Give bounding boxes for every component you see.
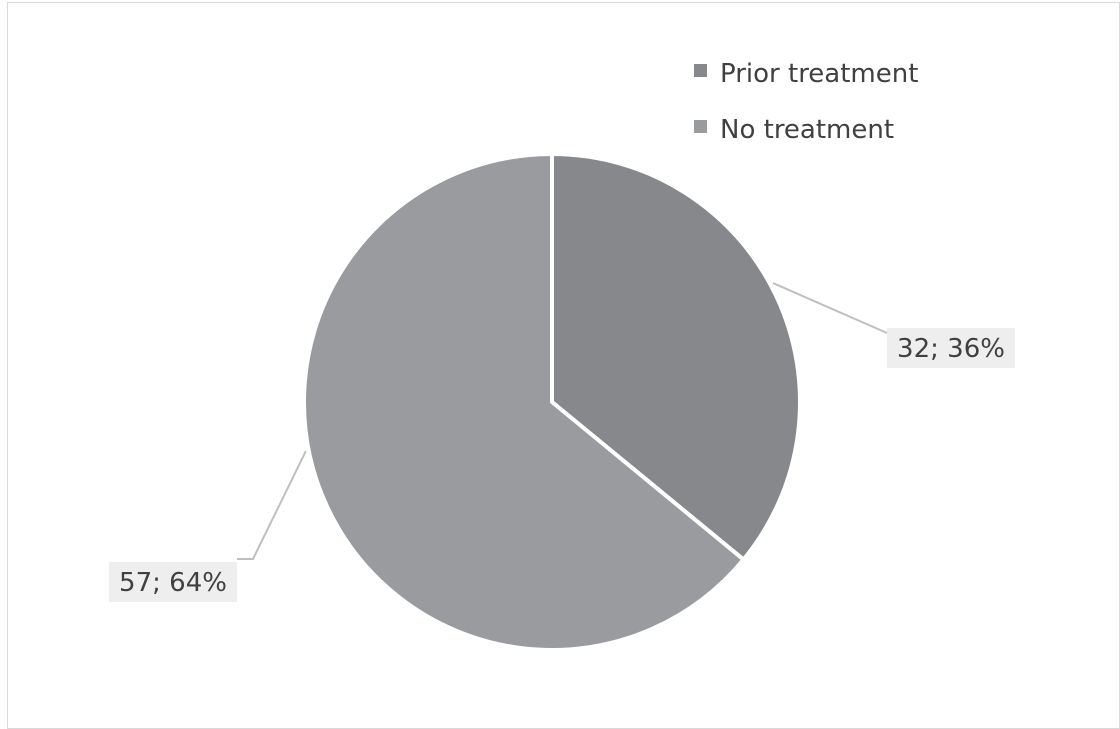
data-label-background xyxy=(887,328,1015,368)
legend-label: Prior treatment xyxy=(720,59,918,89)
legend: Prior treatment No treatment xyxy=(694,59,918,145)
leader-line xyxy=(237,450,307,560)
legend-label: No treatment xyxy=(720,115,894,145)
data-label: 57; 64% xyxy=(119,568,227,598)
legend-swatch xyxy=(694,120,707,133)
pie-slices xyxy=(302,152,802,652)
pie-slice-prior-treatment xyxy=(550,152,802,562)
data-label-background xyxy=(109,562,237,602)
legend-swatch xyxy=(694,64,707,77)
leader-lines xyxy=(237,282,888,560)
leader-line xyxy=(772,282,888,334)
data-label: 32; 36% xyxy=(897,334,1005,364)
data-labels: 32; 36% 57; 64% xyxy=(109,328,1015,602)
pie-slice-no-treatment xyxy=(302,152,746,652)
